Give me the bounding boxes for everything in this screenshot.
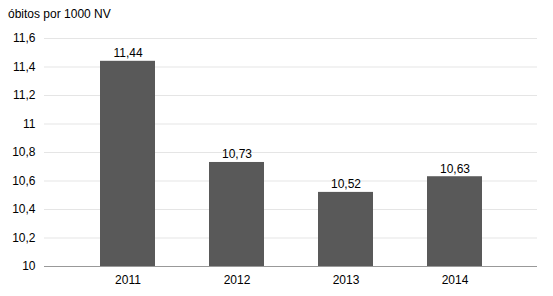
svg-text:10,73: 10,73 [222, 147, 252, 161]
svg-text:10,4: 10,4 [12, 202, 36, 216]
svg-text:2013: 2013 [333, 273, 360, 287]
svg-text:2011: 2011 [115, 273, 141, 287]
svg-text:10,63: 10,63 [440, 162, 470, 176]
svg-text:10,52: 10,52 [331, 177, 361, 191]
svg-text:10,6: 10,6 [12, 174, 36, 188]
svg-text:11: 11 [23, 117, 36, 131]
svg-text:10,8: 10,8 [12, 145, 36, 159]
svg-text:11,4: 11,4 [13, 60, 36, 74]
html-text:óbitos por 1000 NV: óbitos por 1000 NV [8, 7, 111, 21]
svg-text:2014: 2014 [442, 273, 469, 287]
svg-text:2012: 2012 [224, 273, 251, 287]
svg-text:11,6: 11,6 [13, 31, 36, 45]
svg-text:11,44: 11,44 [113, 46, 142, 60]
svg-text:10: 10 [22, 259, 36, 273]
svg-text:11,2: 11,2 [13, 88, 36, 102]
svg-text:10,2: 10,2 [12, 231, 36, 245]
